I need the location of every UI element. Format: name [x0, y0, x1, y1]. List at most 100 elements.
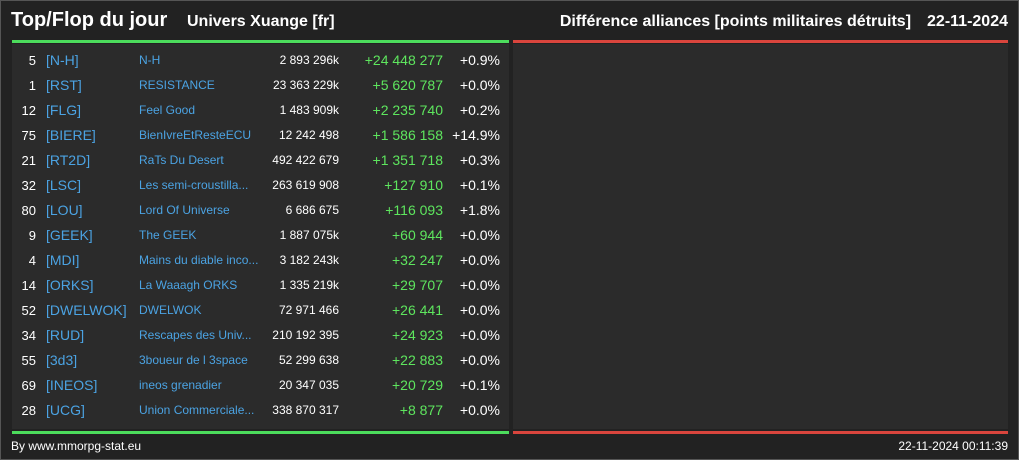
- alliance-tag-link[interactable]: [INEOS]: [46, 377, 98, 393]
- alliance-tag-link[interactable]: [FLG]: [46, 102, 82, 118]
- table-row: 21 [RT2D] RaTs Du Desert 492 422 679 +1 351 …: [12, 148, 509, 173]
- site-credit-link[interactable]: By www.mmorpg-stat.eu: [11, 439, 142, 453]
- rank-cell: 1: [28, 78, 36, 93]
- table-row: 32 [LSC] Les semi-croustilla... 263 619 908…: [12, 173, 509, 198]
- percent-cell: +0.1%: [459, 177, 500, 193]
- difference-cell: +1 586 158: [372, 127, 443, 143]
- rank-cell: 69: [21, 378, 36, 393]
- percent-cell: +0.9%: [459, 52, 500, 68]
- alliance-tag-link[interactable]: [UCG]: [46, 402, 85, 418]
- alliance-name-link[interactable]: 3boueur de l 3space: [139, 353, 248, 367]
- points-cell: 1 483 909k: [279, 103, 339, 117]
- top-panel-bottom-bar: [12, 431, 509, 434]
- table-row: 14 [ORKS] La Waaagh ORKS 1 335 219k +29 707 +…: [12, 273, 509, 298]
- alliance-name-link[interactable]: La Waaagh ORKS: [139, 278, 238, 292]
- percent-cell: +0.3%: [459, 152, 500, 168]
- alliance-tag-link[interactable]: [LOU]: [46, 202, 83, 218]
- alliance-tag-link[interactable]: [RUD]: [46, 327, 85, 343]
- percent-cell: +0.0%: [459, 352, 500, 368]
- alliance-name-link[interactable]: Union Commerciale...: [139, 403, 255, 417]
- table-row: 1 [RST] RESISTANCE 23 363 229k +5 620 787 +0.…: [12, 73, 509, 98]
- percent-cell: +14.9%: [452, 127, 500, 143]
- rank-cell: 4: [28, 253, 36, 268]
- percent-cell: +0.0%: [459, 327, 500, 343]
- header: Top/Flop du jour Univers Xuange [fr] Dif…: [1, 1, 1018, 39]
- points-cell: 210 192 395: [272, 328, 339, 342]
- rank-cell: 32: [21, 178, 36, 193]
- rank-cell: 12: [21, 103, 36, 118]
- difference-cell: +60 944: [392, 227, 443, 243]
- alliance-tag-link[interactable]: [ORKS]: [46, 277, 94, 293]
- percent-cell: +0.0%: [459, 277, 500, 293]
- alliance-name-link[interactable]: RESISTANCE: [139, 78, 215, 92]
- table-row: 28 [UCG] Union Commerciale... 338 870 317 +8…: [12, 398, 509, 423]
- alliance-name-link[interactable]: BienIvreEtResteECU: [139, 128, 252, 142]
- flop-list-panel: [513, 44, 1008, 429]
- table-row: 5 [N-H] N-H 2 893 296k +24 448 277 +0.9%: [12, 48, 509, 73]
- percent-cell: +0.0%: [459, 227, 500, 243]
- rank-cell: 75: [21, 128, 36, 143]
- alliance-name-link[interactable]: N-H: [139, 53, 161, 67]
- alliance-tag-link[interactable]: [LSC]: [46, 177, 82, 193]
- difference-cell: +26 441: [392, 302, 443, 318]
- alliance-name-link[interactable]: ineos grenadier: [139, 378, 222, 392]
- difference-cell: +20 729: [392, 377, 443, 393]
- top-panel-bar: [12, 40, 509, 43]
- table-row: 9 [GEEK] The GEEK 1 887 075k +60 944 +0.0%: [12, 223, 509, 248]
- points-cell: 23 363 229k: [272, 78, 339, 92]
- difference-cell: +127 910: [384, 177, 443, 193]
- percent-cell: +0.0%: [459, 402, 500, 418]
- table-row: 12 [FLG] Feel Good 1 483 909k +2 235 740 +0.2…: [12, 98, 509, 123]
- page-title: Top/Flop du jour: [11, 9, 168, 31]
- alliance-name-link[interactable]: Feel Good: [139, 103, 196, 117]
- difference-cell: +116 093: [385, 202, 443, 218]
- points-cell: 338 870 317: [272, 403, 339, 417]
- alliance-name-link[interactable]: The GEEK: [139, 228, 197, 242]
- percent-cell: +0.2%: [459, 102, 500, 118]
- difference-cell: +32 247: [392, 252, 443, 268]
- table-row: 34 [RUD] Rescapes des Univ... 210 192 395 +2…: [12, 323, 509, 348]
- alliance-tag-link[interactable]: [RT2D]: [46, 152, 91, 168]
- percent-cell: +1.8%: [459, 202, 500, 218]
- table-row: 75 [BIERE] BienIvreEtResteECU 12 242 498 +1 …: [12, 123, 509, 148]
- points-cell: 2 893 296k: [279, 53, 339, 67]
- universe-label: Univers Xuange [fr]: [187, 13, 335, 30]
- alliance-name-link[interactable]: Lord Of Universe: [139, 203, 230, 217]
- table-row: 69 [INEOS] ineos grenadier 20 347 035 +20 72…: [12, 373, 509, 398]
- difference-cell: +24 448 277: [364, 52, 443, 68]
- difference-cell: +5 620 787: [372, 77, 443, 93]
- points-cell: 492 422 679: [272, 153, 339, 167]
- points-cell: 6 686 675: [285, 203, 339, 217]
- flop-panel-bar: [513, 40, 1008, 43]
- alliance-name-link[interactable]: RaTs Du Desert: [139, 153, 224, 167]
- alliance-tag-link[interactable]: [MDI]: [46, 252, 80, 268]
- points-cell: 1 887 075k: [279, 228, 339, 242]
- rank-cell: 52: [21, 303, 36, 318]
- alliance-name-link[interactable]: Mains du diable inco...: [139, 253, 259, 267]
- alliance-tag-link[interactable]: [N-H]: [46, 52, 79, 68]
- rank-cell: 28: [21, 403, 36, 418]
- difference-cell: +1 351 718: [372, 152, 443, 168]
- alliance-name-link[interactable]: Rescapes des Univ...: [139, 328, 252, 342]
- alliance-tag-link[interactable]: [BIERE]: [46, 127, 96, 143]
- table-row: 4 [MDI] Mains du diable inco... 3 182 243k +…: [12, 248, 509, 273]
- alliance-name-link[interactable]: Les semi-croustilla...: [139, 178, 249, 192]
- rank-cell: 55: [21, 353, 36, 368]
- points-cell: 12 242 498: [278, 128, 339, 142]
- rank-cell: 34: [21, 328, 36, 343]
- alliance-tag-link[interactable]: [GEEK]: [46, 227, 93, 243]
- difference-cell: +22 883: [392, 352, 443, 368]
- alliance-tag-link[interactable]: [RST]: [46, 77, 82, 93]
- points-cell: 3 182 243k: [279, 253, 339, 267]
- percent-cell: +0.0%: [459, 252, 500, 268]
- alliance-name-link[interactable]: DWELWOK: [139, 303, 202, 317]
- table-row: 80 [LOU] Lord Of Universe 6 686 675 +116 093…: [12, 198, 509, 223]
- alliance-tag-link[interactable]: [3d3]: [46, 352, 78, 368]
- rank-cell: 5: [28, 53, 36, 68]
- points-cell: 20 347 035: [278, 378, 339, 392]
- difference-cell: +29 707: [392, 277, 443, 293]
- rank-cell: 14: [21, 278, 36, 293]
- top-list-panel: 5 [N-H] N-H 2 893 296k +24 448 277 +0.9% 1 [RST…: [12, 44, 509, 429]
- alliance-tag-link[interactable]: [DWELWOK]: [46, 302, 127, 318]
